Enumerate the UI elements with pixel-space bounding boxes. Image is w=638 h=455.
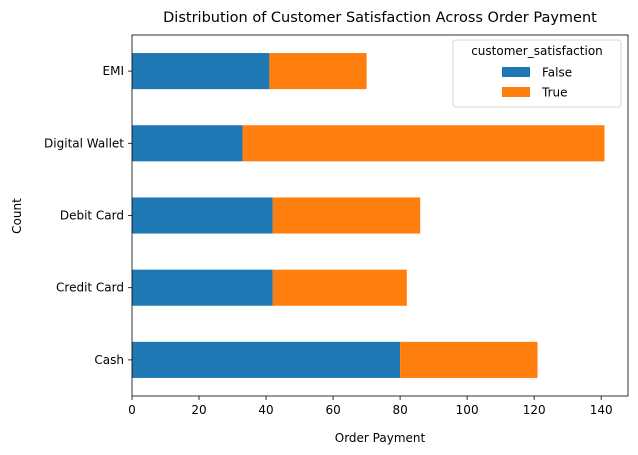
x-tick-label: 120 xyxy=(523,403,546,417)
plot-area: 0 20 40 60 80 100 120 140 Cash Credit Card Debit C… xyxy=(44,34,629,417)
legend-label-true: True xyxy=(541,86,568,100)
y-tick-label: Credit Card xyxy=(56,281,124,295)
legend-label-false: False xyxy=(542,66,572,80)
bar-digital-wallet-true xyxy=(242,125,605,162)
y-tick-label: Cash xyxy=(94,353,124,367)
bar-credit-card-true xyxy=(272,269,407,306)
x-tick-label: 0 xyxy=(128,403,136,417)
legend-box xyxy=(452,39,622,108)
legend-swatch-false xyxy=(502,67,530,77)
bar-cash-false xyxy=(132,341,401,378)
y-tick-label: Digital Wallet xyxy=(44,136,124,150)
x-tick-label: 140 xyxy=(590,403,613,417)
x-tick-label: 100 xyxy=(456,403,479,417)
x-tick-label: 60 xyxy=(325,403,340,417)
x-axis-label: Order Payment xyxy=(335,431,426,445)
bar-emi-false xyxy=(132,53,270,90)
chart-title: Distribution of Customer Satisfaction Ac… xyxy=(163,10,597,26)
y-tick-label: EMI xyxy=(103,64,124,78)
legend: customer_satisfaction False True xyxy=(452,39,622,108)
x-tick-label: 20 xyxy=(191,403,206,417)
bar-digital-wallet-false xyxy=(132,125,243,162)
y-axis-label: Count xyxy=(10,198,24,234)
bar-debit-card-true xyxy=(272,197,421,234)
legend-swatch-true xyxy=(502,87,530,97)
x-tick-label: 80 xyxy=(392,403,407,417)
bar-emi-true xyxy=(269,53,367,90)
bar-cash-true xyxy=(400,341,538,378)
bar-debit-card-false xyxy=(132,197,273,234)
y-tick-label: Debit Card xyxy=(60,209,124,223)
x-tick-label: 40 xyxy=(258,403,273,417)
legend-title: customer_satisfaction xyxy=(471,44,603,58)
bar-credit-card-false xyxy=(132,269,273,306)
